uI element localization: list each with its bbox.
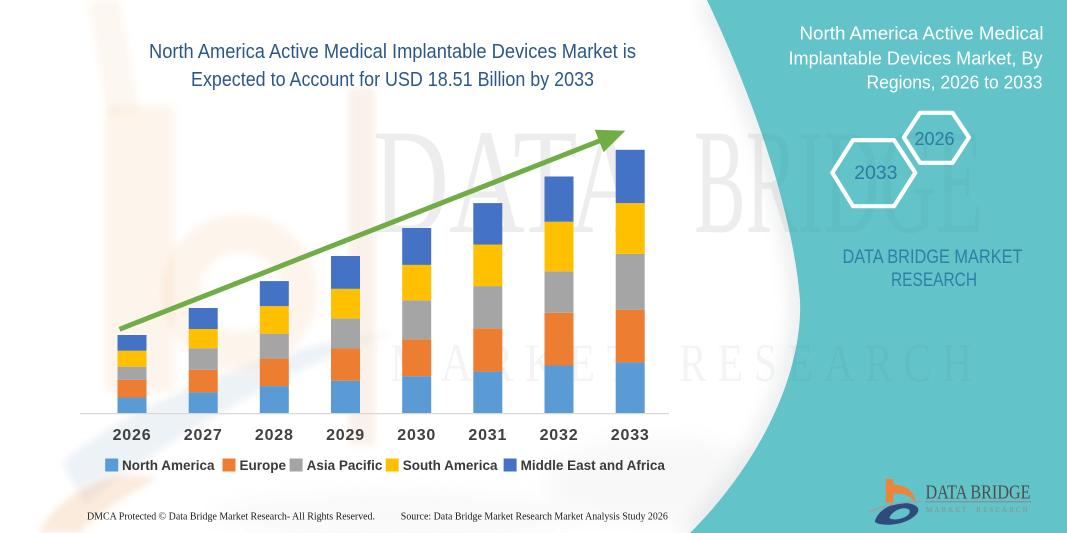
svg-text:2029: 2029 — [326, 427, 365, 444]
svg-text:Expected to Account for USD 18: Expected to Account for USD 18.51 Billio… — [191, 69, 594, 91]
svg-text:2028: 2028 — [255, 427, 294, 444]
svg-text:Source: Data Bridge Market Res: Source: Data Bridge Market Research Mark… — [401, 511, 668, 523]
svg-text:2033: 2033 — [611, 427, 650, 444]
svg-text:2030: 2030 — [397, 427, 436, 444]
svg-text:Implantable Devices Market, By: Implantable Devices Market, By — [789, 47, 1044, 68]
svg-text:2031: 2031 — [468, 427, 507, 444]
svg-text:MARKET RESEARCH: MARKET RESEARCH — [926, 506, 1030, 514]
svg-text:Regions, 2026 to 2033: Regions, 2026 to 2033 — [867, 72, 1043, 93]
svg-text:2027: 2027 — [184, 427, 223, 444]
svg-text:2032: 2032 — [540, 427, 579, 444]
svg-text:North America Active Medical: North America Active Medical — [800, 22, 1044, 43]
svg-text:Middle East and Africa: Middle East and Africa — [521, 458, 666, 473]
svg-text:Europe: Europe — [240, 458, 287, 473]
svg-text:DMCA Protected © Data Bridge M: DMCA Protected © Data Bridge Market Rese… — [87, 511, 375, 523]
svg-text:South America: South America — [403, 458, 498, 473]
svg-text:Asia Pacific: Asia Pacific — [307, 458, 383, 473]
svg-text:2033: 2033 — [854, 162, 897, 184]
svg-text:DATA BRIDGE: DATA BRIDGE — [926, 482, 1031, 504]
svg-text:DATA BRIDGE MARKET: DATA BRIDGE MARKET — [843, 247, 1023, 268]
svg-text:North America Active Medical I: North America Active Medical Implantable… — [149, 41, 636, 63]
svg-text:North America: North America — [122, 458, 215, 473]
svg-text:2026: 2026 — [113, 427, 152, 444]
svg-text:RESEARCH: RESEARCH — [891, 270, 977, 291]
svg-text:2026: 2026 — [914, 129, 954, 149]
